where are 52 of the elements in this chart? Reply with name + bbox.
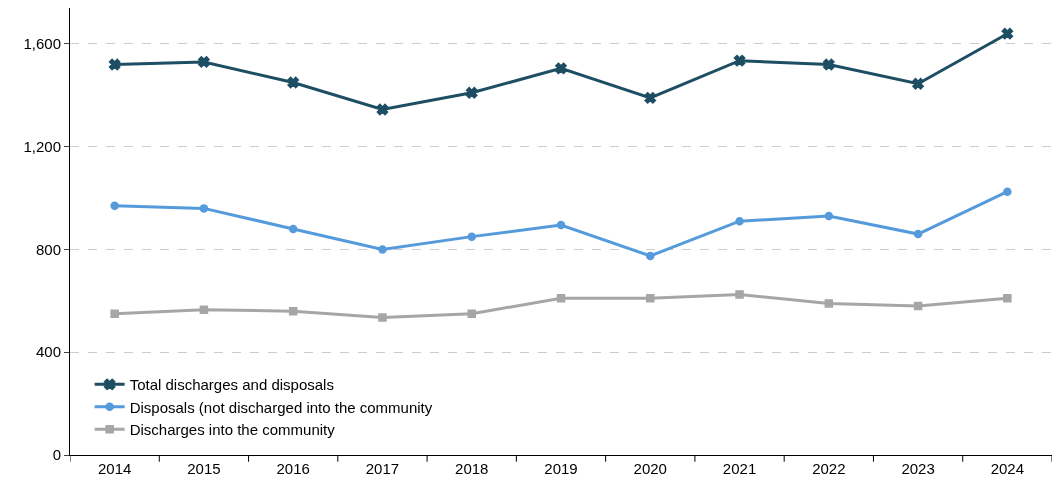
y-tick-label: 1,600 (23, 35, 61, 53)
x-tick-label: 2016 (276, 460, 310, 477)
legend-label: Total discharges and disposals (129, 376, 334, 394)
point (378, 245, 387, 254)
point (646, 294, 655, 303)
x-tick-label: 2014 (97, 460, 132, 477)
point (110, 201, 119, 211)
point (644, 92, 657, 104)
y-tick-label: 0 (52, 446, 61, 464)
point (913, 301, 923, 311)
point (1003, 187, 1012, 196)
point (288, 306, 298, 316)
point (287, 76, 300, 89)
point (735, 216, 744, 226)
point (912, 77, 924, 90)
point (465, 86, 478, 99)
x-tick-label: 2020 (633, 460, 667, 477)
point (108, 58, 121, 71)
point (1003, 294, 1012, 303)
point (824, 299, 834, 308)
y-tick-label: 400 (35, 343, 61, 361)
x-tick-label: 2022 (812, 460, 846, 477)
y-tick-label: 800 (35, 240, 61, 258)
point (288, 224, 298, 234)
point (733, 54, 746, 67)
point (913, 229, 923, 239)
x-tick-label: 2021 (722, 460, 757, 477)
y-tick-label: 1,200 (23, 137, 61, 155)
point (822, 58, 835, 71)
x-tick-label: 2018 (455, 460, 489, 477)
x-tick-label: 2024 (990, 460, 1025, 477)
point (467, 232, 476, 241)
point (556, 220, 566, 230)
point (199, 204, 209, 213)
point (199, 305, 209, 315)
point (110, 309, 119, 318)
point (376, 103, 389, 116)
point (556, 294, 566, 303)
x-tick-label: 2017 (365, 460, 400, 477)
point (735, 290, 744, 299)
point (198, 56, 210, 68)
x-tick-label: 2023 (901, 460, 935, 477)
legend-label: Disposals (not discharged into the community (129, 398, 433, 416)
point (378, 313, 387, 322)
point (467, 309, 476, 318)
x-tick-label: 2019 (544, 460, 578, 477)
point (1001, 27, 1014, 40)
point (555, 62, 567, 75)
legend-label: Discharges into the community (129, 421, 336, 439)
x-tick-label: 2015 (187, 460, 221, 477)
point (646, 251, 655, 261)
point (824, 211, 834, 221)
